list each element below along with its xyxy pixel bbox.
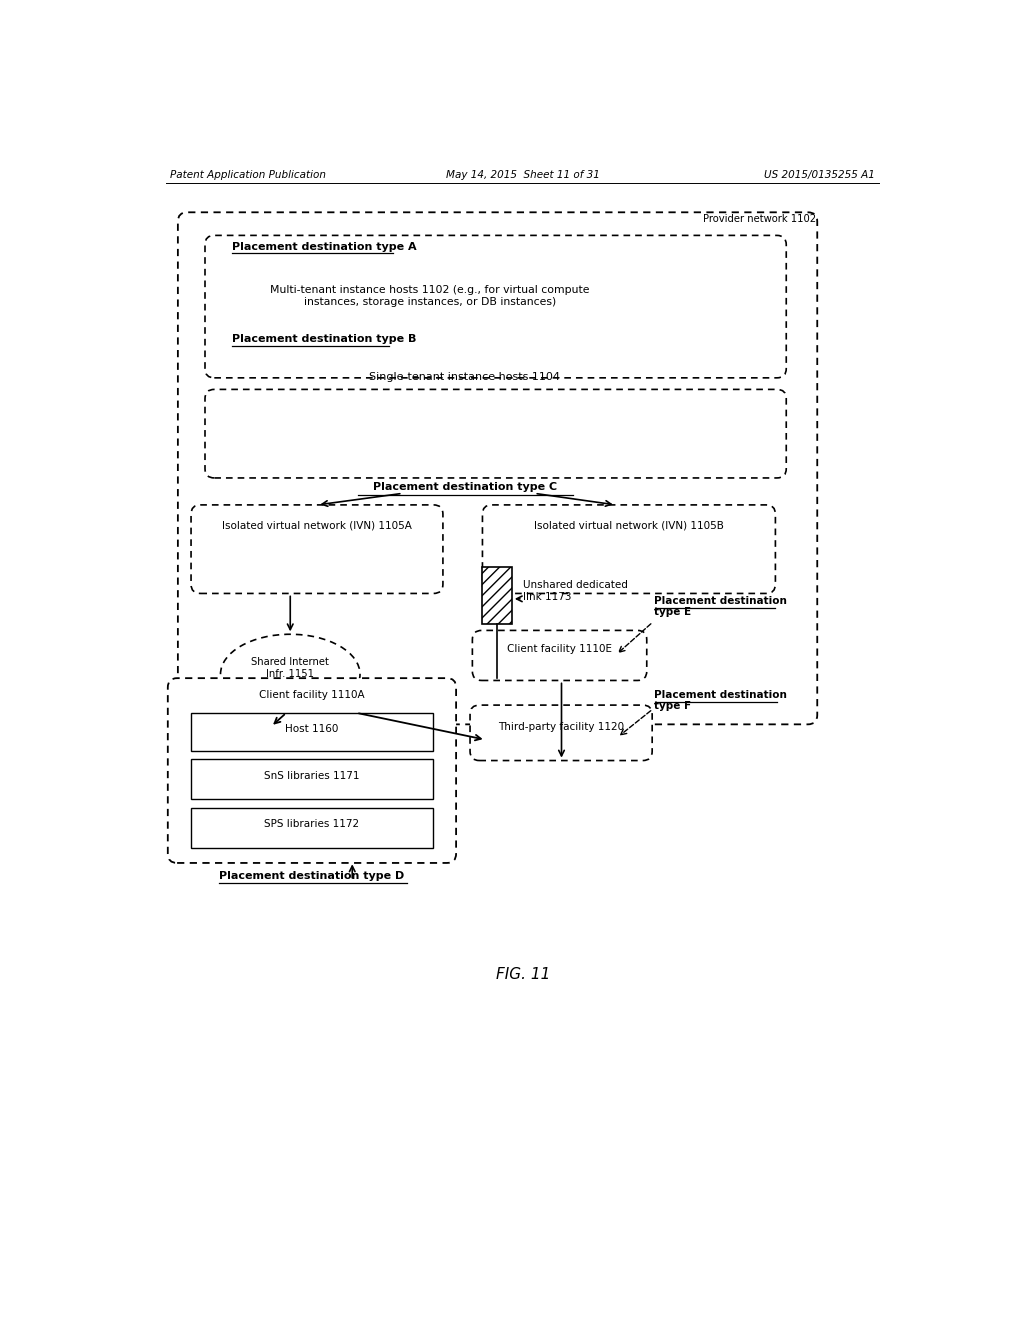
Text: May 14, 2015  Sheet 11 of 31: May 14, 2015 Sheet 11 of 31: [445, 170, 599, 180]
Text: Shared Internet
Infr. 1151: Shared Internet Infr. 1151: [251, 657, 329, 678]
Text: Isolated virtual network (IVN) 1105B: Isolated virtual network (IVN) 1105B: [534, 520, 723, 531]
Text: Host 1160: Host 1160: [285, 725, 338, 734]
Text: Client facility 1110E: Client facility 1110E: [507, 644, 611, 653]
Text: Placement destination
type E: Placement destination type E: [654, 595, 787, 618]
FancyBboxPatch shape: [472, 631, 646, 681]
Text: Third-party facility 1120: Third-party facility 1120: [498, 722, 624, 733]
Bar: [191, 759, 432, 799]
Text: Multi-tenant instance hosts 1102 (e.g., for virtual compute
instances, storage i: Multi-tenant instance hosts 1102 (e.g., …: [270, 285, 589, 308]
FancyBboxPatch shape: [191, 506, 442, 594]
Text: Isolated virtual network (IVN) 1105A: Isolated virtual network (IVN) 1105A: [222, 520, 412, 531]
FancyBboxPatch shape: [168, 678, 455, 863]
Text: FIG. 11: FIG. 11: [495, 966, 549, 982]
Text: Placement destination type B: Placement destination type B: [232, 334, 416, 345]
Text: SPS libraries 1172: SPS libraries 1172: [264, 818, 359, 829]
Ellipse shape: [220, 635, 360, 714]
Bar: [482, 566, 512, 624]
Text: Placement destination type D: Placement destination type D: [219, 871, 405, 880]
Text: Provider network 1102: Provider network 1102: [702, 214, 815, 224]
FancyBboxPatch shape: [205, 389, 786, 478]
Text: Placement destination type A: Placement destination type A: [232, 242, 417, 252]
Text: Client facility 1110A: Client facility 1110A: [259, 689, 365, 700]
Text: SnS libraries 1171: SnS libraries 1171: [264, 771, 360, 780]
FancyBboxPatch shape: [177, 213, 816, 725]
FancyBboxPatch shape: [205, 235, 786, 378]
FancyBboxPatch shape: [470, 705, 651, 760]
Text: Placement destination
type F: Placement destination type F: [654, 689, 787, 711]
Bar: [191, 808, 432, 847]
Text: Unshared dedicated
link 1173: Unshared dedicated link 1173: [523, 581, 627, 602]
FancyBboxPatch shape: [482, 506, 774, 594]
Text: Single-tenant instance hosts 1104: Single-tenant instance hosts 1104: [369, 372, 559, 383]
Text: Placement destination type C: Placement destination type C: [372, 482, 556, 492]
Text: US 2015/0135255 A1: US 2015/0135255 A1: [764, 170, 874, 180]
Bar: [191, 713, 432, 751]
Text: Patent Application Publication: Patent Application Publication: [170, 170, 326, 180]
